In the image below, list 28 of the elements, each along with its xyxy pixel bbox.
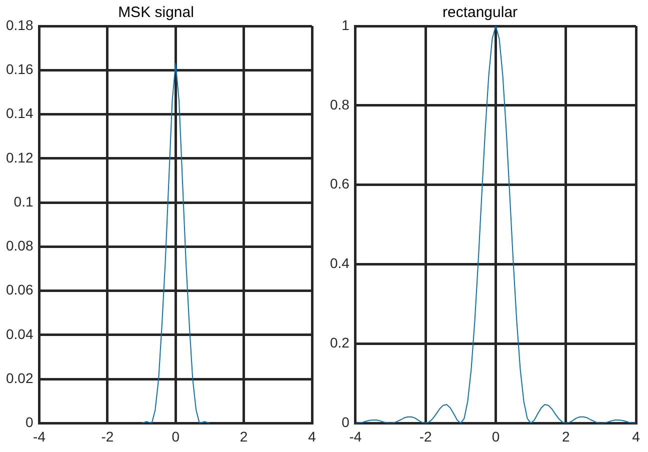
y-tick-label: 0.12 bbox=[6, 149, 34, 166]
y-tick-label: 0.04 bbox=[6, 326, 34, 342]
y-tick-label: 0.8 bbox=[330, 96, 350, 112]
x-tick-label: 2 bbox=[240, 428, 248, 444]
y-tick-label: 0.1 bbox=[14, 193, 34, 210]
x-tick-label: 4 bbox=[632, 428, 640, 444]
y-tick-label: 0.16 bbox=[6, 60, 34, 77]
chart-title: MSK signal bbox=[118, 4, 194, 22]
y-tick-label: 0.6 bbox=[330, 176, 350, 192]
y-tick-label: 1 bbox=[342, 16, 350, 33]
x-tick-label: -4 bbox=[33, 428, 46, 444]
x-tick-label: 2 bbox=[562, 428, 570, 444]
y-tick-label: 0.4 bbox=[330, 255, 350, 272]
x-tick-label: 4 bbox=[308, 428, 316, 444]
x-tick-label: 0 bbox=[172, 428, 180, 444]
y-tick-label: 0.06 bbox=[6, 282, 34, 298]
y-tick-label: 0.02 bbox=[6, 370, 34, 386]
x-tick-label: -4 bbox=[349, 428, 362, 444]
x-tick-label: -2 bbox=[419, 428, 432, 444]
x-tick-label: -2 bbox=[101, 428, 114, 444]
x-tick-label: 0 bbox=[492, 428, 500, 444]
y-tick-label: 0.14 bbox=[6, 105, 34, 122]
chart-title: rectangular bbox=[442, 4, 518, 22]
y-tick-label: 0 bbox=[25, 414, 34, 430]
y-tick-label: 0.08 bbox=[6, 238, 34, 254]
y-tick-label: 0 bbox=[342, 414, 350, 430]
y-tick-label: 0.18 bbox=[6, 16, 34, 33]
y-tick-label: 0.2 bbox=[330, 334, 350, 351]
